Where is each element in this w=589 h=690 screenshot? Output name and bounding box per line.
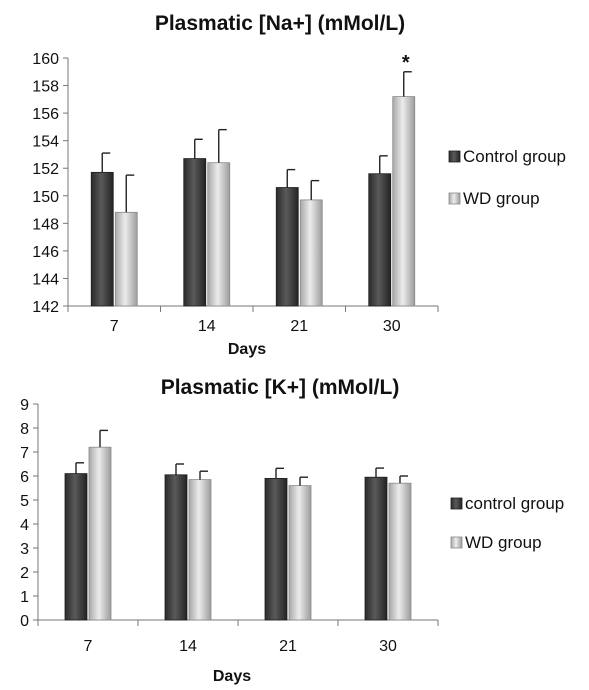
legend-label: control group	[465, 494, 564, 513]
bar-wd-21	[299, 199, 323, 307]
bar-wd-14	[188, 479, 212, 621]
bar-control-21	[275, 187, 299, 307]
y-tick-label: 160	[32, 51, 59, 68]
chart-title: Plasmatic [K+] (mMol/L)	[161, 376, 400, 399]
chart-1: Plasmatic [K+] (mMol/L) 0 1 2 3 4 5 6 7 8 9 7 14 21 30…	[20, 376, 564, 685]
y-tick-label: 6	[20, 469, 29, 486]
legend-swatch-wd	[448, 192, 461, 205]
bar-wd-21	[288, 485, 312, 621]
y-tick-label: 0	[20, 613, 29, 630]
bar-wd-30	[392, 96, 416, 307]
legend-label: WD group	[465, 533, 542, 552]
legend-label: WD group	[463, 189, 540, 208]
y-tick-label: 144	[32, 271, 59, 288]
y-tick-label: 4	[20, 517, 29, 534]
legend-swatch-control	[448, 150, 461, 163]
y-tick-label: 142	[32, 299, 59, 316]
x-tick-label: 7	[110, 318, 119, 335]
x-tick-label: 14	[179, 638, 197, 655]
x-tick-label: 7	[84, 638, 93, 655]
bar-control-30	[368, 173, 392, 307]
bar-control-7	[64, 473, 88, 621]
bar-wd-7	[88, 446, 112, 621]
bar-wd-30	[388, 482, 412, 621]
y-tick-label: 148	[32, 216, 59, 233]
significance-marker: *	[402, 52, 410, 74]
y-tick-label: 146	[32, 244, 59, 261]
y-tick-label: 3	[20, 541, 29, 558]
bar-control-30	[364, 476, 388, 621]
y-tick-label: 150	[32, 189, 59, 206]
y-tick-label: 2	[20, 565, 29, 582]
y-tick-label: 158	[32, 79, 59, 96]
bar-wd-7	[114, 211, 138, 307]
chart-title: Plasmatic [Na+] (mMol/L)	[155, 12, 405, 35]
bar-control-7	[90, 171, 114, 307]
y-tick-label: 7	[20, 445, 29, 462]
legend-label: Control group	[463, 147, 566, 166]
x-axis-label: Days	[213, 668, 251, 685]
y-tick-label: 5	[20, 493, 29, 510]
bar-control-21	[264, 477, 288, 621]
y-tick-label: 156	[32, 106, 59, 123]
bar-wd-14	[207, 162, 231, 307]
x-tick-label: 30	[379, 638, 397, 655]
x-tick-label: 21	[290, 318, 308, 335]
y-tick-label: 152	[32, 161, 59, 178]
y-tick-label: 9	[20, 397, 29, 414]
y-tick-label: 1	[20, 589, 29, 606]
y-tick-label: 8	[20, 421, 29, 438]
chart-0: Plasmatic [Na+] (mMol/L) 142 144 146 148 150 1…	[32, 12, 566, 358]
x-axis-label: Days	[228, 341, 266, 358]
y-tick-label: 154	[32, 134, 59, 151]
x-tick-label: 14	[198, 318, 216, 335]
x-tick-label: 21	[279, 638, 297, 655]
x-tick-label: 30	[383, 318, 401, 335]
bar-control-14	[183, 158, 207, 307]
legend-swatch-control	[450, 497, 463, 510]
bar-control-14	[164, 474, 188, 621]
legend-swatch-wd	[450, 536, 463, 549]
